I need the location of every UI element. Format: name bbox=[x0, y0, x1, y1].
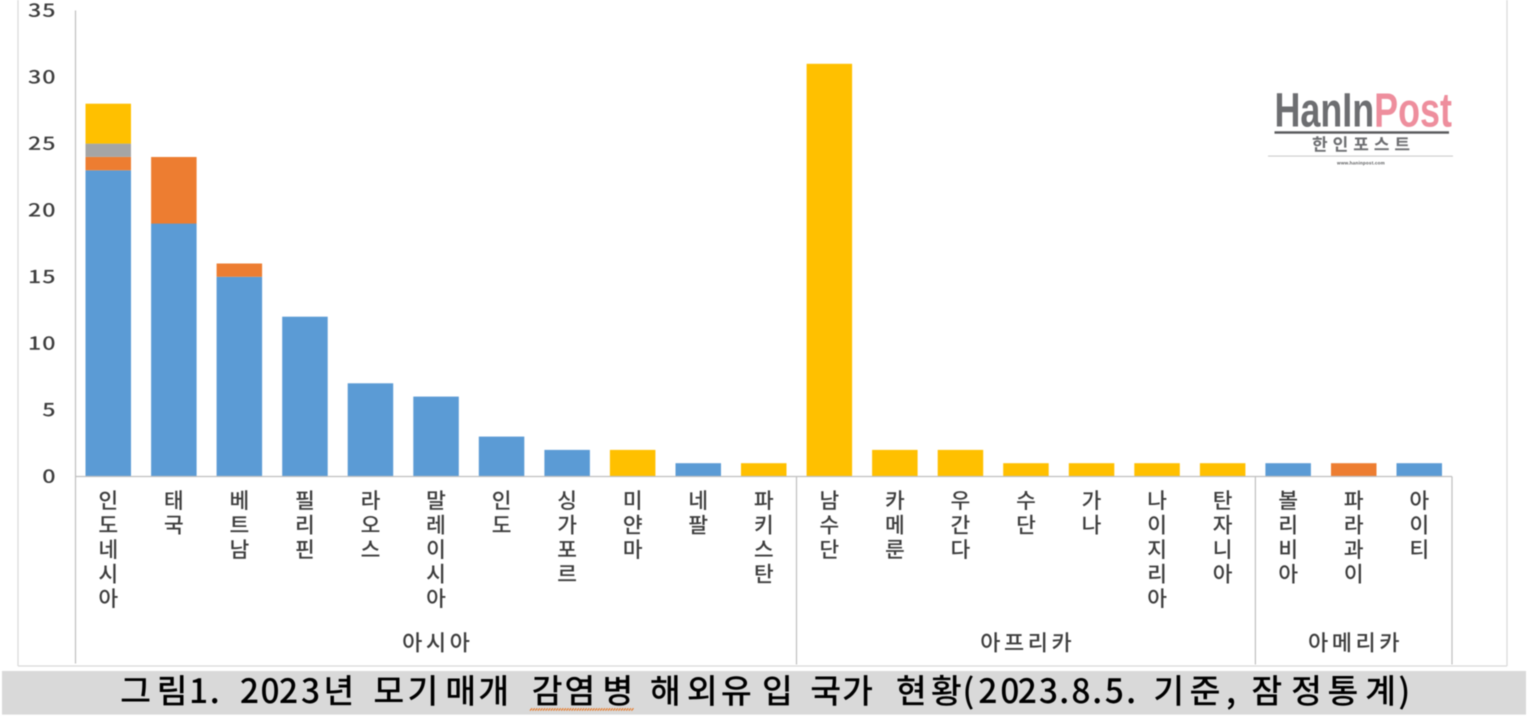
svg-text:HanInPost: HanInPost bbox=[1275, 83, 1452, 138]
svg-text:www.haninpost.com: www.haninpost.com bbox=[1336, 160, 1385, 165]
